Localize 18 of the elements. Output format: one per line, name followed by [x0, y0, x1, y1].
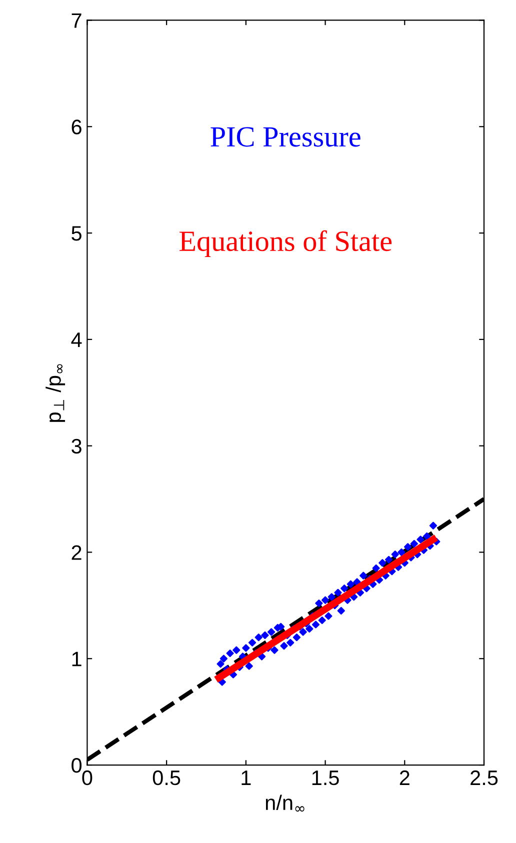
x-tick-label: 0 [82, 770, 92, 786]
y-tick-label: 4 [71, 332, 82, 347]
y-tick-label: 3 [72, 438, 82, 454]
y-axis-title: p$_{⊥}$ /p$_{∞}$ [46, 364, 66, 422]
text: Equations of State [180, 230, 392, 258]
y-tick-label: 5 [72, 226, 82, 241]
x-tick-label: 2.5 [470, 770, 498, 786]
x-tick-label: 2 [400, 770, 410, 785]
x-tick-label: 0.5 [152, 770, 180, 786]
y-tick-label: 2 [72, 545, 82, 560]
y-tick-label: 6 [72, 120, 82, 134]
y-tick-label: 0 [72, 758, 82, 773]
x-axis-title: n/n$_{∞}$ [266, 794, 304, 812]
y-tick-label: 7 [72, 13, 82, 28]
x-tick-label: 1.5 [312, 770, 339, 786]
x-tick-label: 1 [242, 770, 251, 785]
y-tick-label: 1 [72, 652, 82, 666]
text: PIC Pressure [210, 127, 360, 147]
